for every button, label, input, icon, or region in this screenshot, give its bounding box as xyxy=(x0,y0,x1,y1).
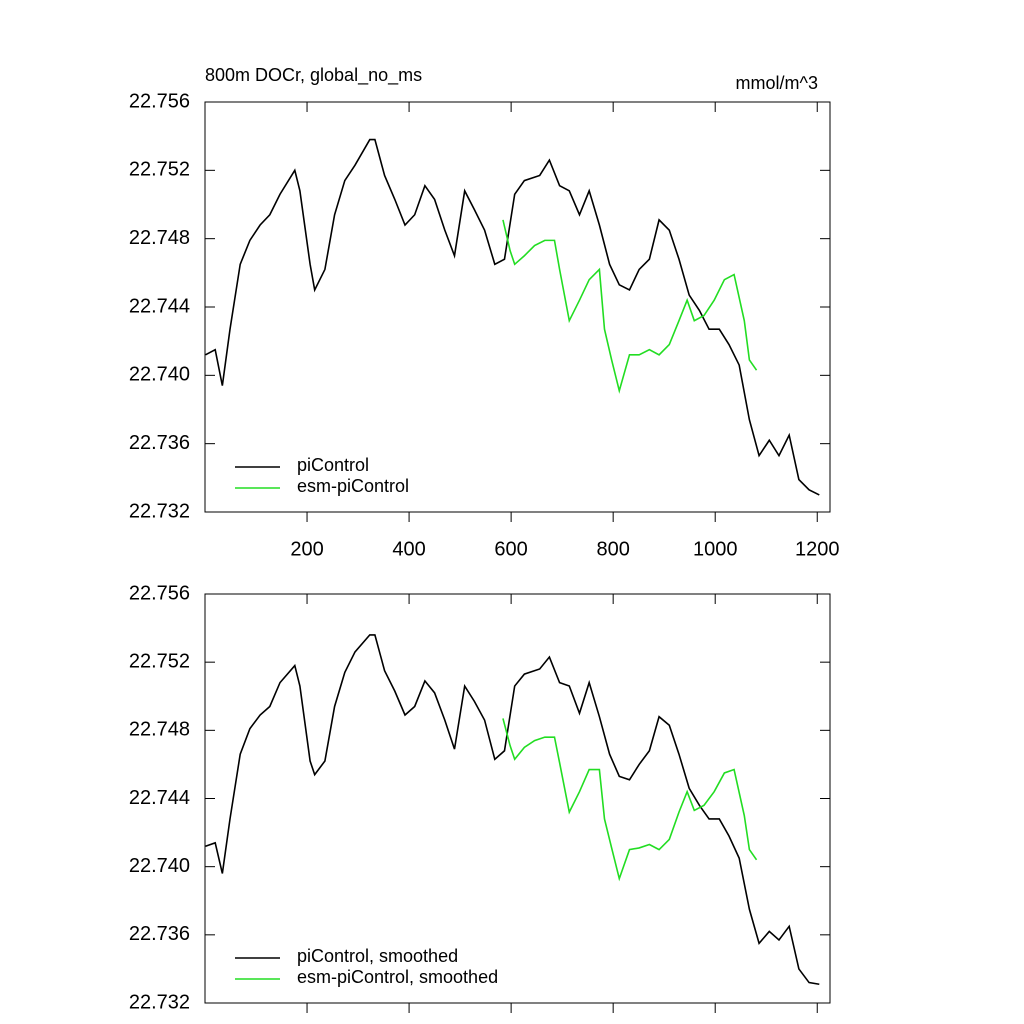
legend-label: esm-piControl, smoothed xyxy=(297,967,498,987)
y-tick-label: 22.732 xyxy=(129,500,190,522)
data-line xyxy=(205,138,820,496)
y-tick-label: 22.732 xyxy=(129,991,190,1013)
data-line xyxy=(502,219,758,394)
y-tick-label: 22.756 xyxy=(129,582,190,604)
legend-label: piControl xyxy=(297,455,369,475)
data-line xyxy=(502,718,758,882)
x-tick-label: 600 xyxy=(494,538,527,560)
y-tick-label: 22.752 xyxy=(129,650,190,672)
y-tick-label: 22.740 xyxy=(129,855,190,877)
x-tick-label: 400 xyxy=(392,538,425,560)
legend-label: esm-piControl xyxy=(297,476,409,496)
units-label: mmol/m^3 xyxy=(736,73,818,93)
plot-frame xyxy=(204,101,831,513)
chart-title: 800m DOCr, global_no_ms xyxy=(205,65,422,86)
x-tick-label: 200 xyxy=(290,538,323,560)
y-tick-label: 22.736 xyxy=(129,432,190,454)
y-tick-label: 22.756 xyxy=(129,90,190,112)
x-tick-label: 1200 xyxy=(795,538,840,560)
x-tick-label: 1000 xyxy=(693,538,738,560)
x-tick-label: 800 xyxy=(596,538,629,560)
y-tick-label: 22.748 xyxy=(129,227,190,249)
legend-label: piControl, smoothed xyxy=(297,946,458,966)
y-tick-label: 22.748 xyxy=(129,719,190,741)
data-line xyxy=(205,634,820,986)
plot-frame xyxy=(204,593,831,1004)
y-tick-label: 22.744 xyxy=(129,787,190,809)
y-tick-label: 22.740 xyxy=(129,364,190,386)
y-tick-label: 22.736 xyxy=(129,923,190,945)
y-tick-label: 22.752 xyxy=(129,159,190,181)
y-tick-label: 22.744 xyxy=(129,295,190,317)
